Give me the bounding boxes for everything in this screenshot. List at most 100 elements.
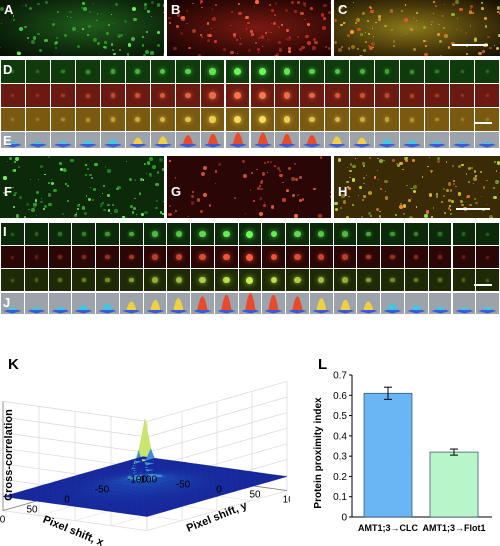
fluorescent-spot bbox=[368, 46, 373, 50]
fluorescent-spot bbox=[162, 53, 164, 56]
fluorescent-spot bbox=[230, 50, 234, 55]
fluorescent-spot bbox=[433, 13, 435, 15]
fluorescent-spot bbox=[119, 36, 121, 38]
fluorescent-spot bbox=[452, 182, 456, 186]
fluorescent-spot bbox=[163, 200, 164, 202]
fluorescent-spot bbox=[368, 190, 372, 195]
fluorescent-spot bbox=[24, 215, 27, 218]
fluorescent-spot bbox=[349, 177, 351, 179]
kymograph-cell bbox=[381, 269, 404, 291]
fluorescent-spot bbox=[5, 193, 9, 197]
spot-signal bbox=[61, 93, 65, 98]
fluorescent-spot bbox=[33, 202, 37, 207]
kymograph-cell bbox=[275, 60, 300, 83]
surface-glyph-cell bbox=[325, 132, 350, 148]
fluorescent-spot bbox=[237, 2, 241, 5]
surface-peak bbox=[107, 138, 118, 144]
fluorescent-spot bbox=[144, 3, 148, 7]
fluorescent-spot bbox=[117, 185, 121, 190]
kymograph-cell bbox=[275, 108, 300, 131]
fluorescent-spot bbox=[71, 27, 76, 32]
fluorescent-spot bbox=[297, 193, 300, 196]
surface-glyph-cell bbox=[48, 293, 72, 314]
fluorescent-spot bbox=[14, 157, 19, 162]
spot-signal bbox=[209, 92, 216, 99]
fluorescent-spot bbox=[47, 182, 50, 185]
fluorescent-spot bbox=[338, 48, 342, 52]
surface-base bbox=[178, 142, 197, 148]
fluorescent-spot bbox=[486, 179, 488, 182]
y-tick-labels: -100 -50 0 50 100 bbox=[137, 475, 290, 506]
fluorescent-spot bbox=[74, 213, 78, 217]
fluorescent-spot bbox=[13, 193, 16, 197]
fluorescent-spot bbox=[405, 184, 408, 187]
fluorescent-spot bbox=[310, 7, 314, 11]
kymograph-cell bbox=[1, 84, 25, 107]
fluorescent-spot bbox=[376, 208, 380, 212]
fluorescent-spot bbox=[483, 45, 485, 48]
fluorescent-spot bbox=[468, 10, 473, 15]
fluorescent-spot bbox=[447, 182, 452, 187]
fluorescent-spot bbox=[233, 196, 236, 199]
fluorescent-spot bbox=[14, 192, 17, 195]
surface-peak bbox=[432, 141, 443, 144]
fluorescent-spot bbox=[371, 25, 373, 27]
fluorescent-spot bbox=[312, 45, 317, 50]
fluorescent-spot bbox=[415, 206, 418, 208]
fluorescent-spot bbox=[99, 53, 101, 54]
surface-glyph-cell bbox=[375, 132, 400, 148]
fluorescent-spot bbox=[64, 182, 67, 185]
fluorescent-spot bbox=[196, 198, 201, 202]
fluorescent-spot bbox=[213, 39, 217, 43]
fluorescent-spot bbox=[208, 34, 212, 38]
fluorescent-spot bbox=[23, 25, 27, 29]
fluorescent-spot bbox=[363, 49, 367, 53]
fluorescent-spot bbox=[63, 34, 67, 38]
fluorescent-spot bbox=[473, 38, 478, 43]
fluorescent-spot bbox=[470, 8, 472, 10]
fluorescent-spot bbox=[443, 211, 446, 215]
fluorescent-spot bbox=[200, 35, 203, 38]
spot-signal bbox=[110, 93, 115, 98]
fluorescent-spot bbox=[149, 157, 153, 161]
fluorescent-spot bbox=[255, 0, 258, 3]
fluorescent-spot bbox=[409, 216, 413, 218]
fluorescent-spot bbox=[97, 42, 101, 46]
surface-peak bbox=[57, 141, 68, 144]
surface-peak bbox=[340, 299, 351, 310]
fluorescent-spot bbox=[47, 193, 52, 197]
fluorescent-spot bbox=[349, 169, 352, 173]
fluorescent-spot bbox=[70, 158, 74, 162]
kymograph-cell bbox=[452, 246, 476, 268]
kymograph-cell bbox=[309, 223, 333, 245]
surface-glyph-cell bbox=[25, 132, 50, 148]
kymograph-cell bbox=[167, 246, 191, 268]
spot-signal bbox=[81, 255, 86, 259]
kymograph-cell bbox=[143, 269, 167, 291]
fluorescent-spot bbox=[156, 171, 160, 174]
fluorescent-spot bbox=[369, 215, 372, 218]
surface-peak bbox=[82, 140, 93, 144]
surface-glyph-cell bbox=[350, 132, 375, 148]
spot-signal bbox=[414, 232, 419, 236]
fluorescent-spot bbox=[84, 173, 88, 177]
x-axis-label: Pixel shift, x bbox=[41, 514, 106, 546]
surface-peak bbox=[332, 136, 343, 144]
y-tick-label: 0.6 bbox=[333, 391, 347, 402]
fluorescent-spot bbox=[212, 17, 216, 21]
fluorescent-spot bbox=[259, 212, 263, 217]
fluorescent-spot bbox=[130, 204, 133, 208]
fluorescent-spot bbox=[180, 31, 184, 35]
surface-peak bbox=[7, 307, 18, 310]
surface-glyph-cell bbox=[475, 132, 499, 148]
fluorescent-spot bbox=[3, 176, 7, 180]
surface-base bbox=[228, 142, 247, 148]
fluorescent-spot bbox=[69, 10, 72, 14]
fluorescent-spot bbox=[424, 52, 428, 56]
fluorescent-spot bbox=[344, 196, 346, 198]
surface-peak bbox=[257, 132, 268, 144]
micrograph-g-red: G bbox=[167, 156, 331, 218]
fluorescent-spot bbox=[496, 6, 500, 11]
surface-peak bbox=[31, 307, 42, 310]
fluorescent-spot bbox=[346, 180, 349, 184]
